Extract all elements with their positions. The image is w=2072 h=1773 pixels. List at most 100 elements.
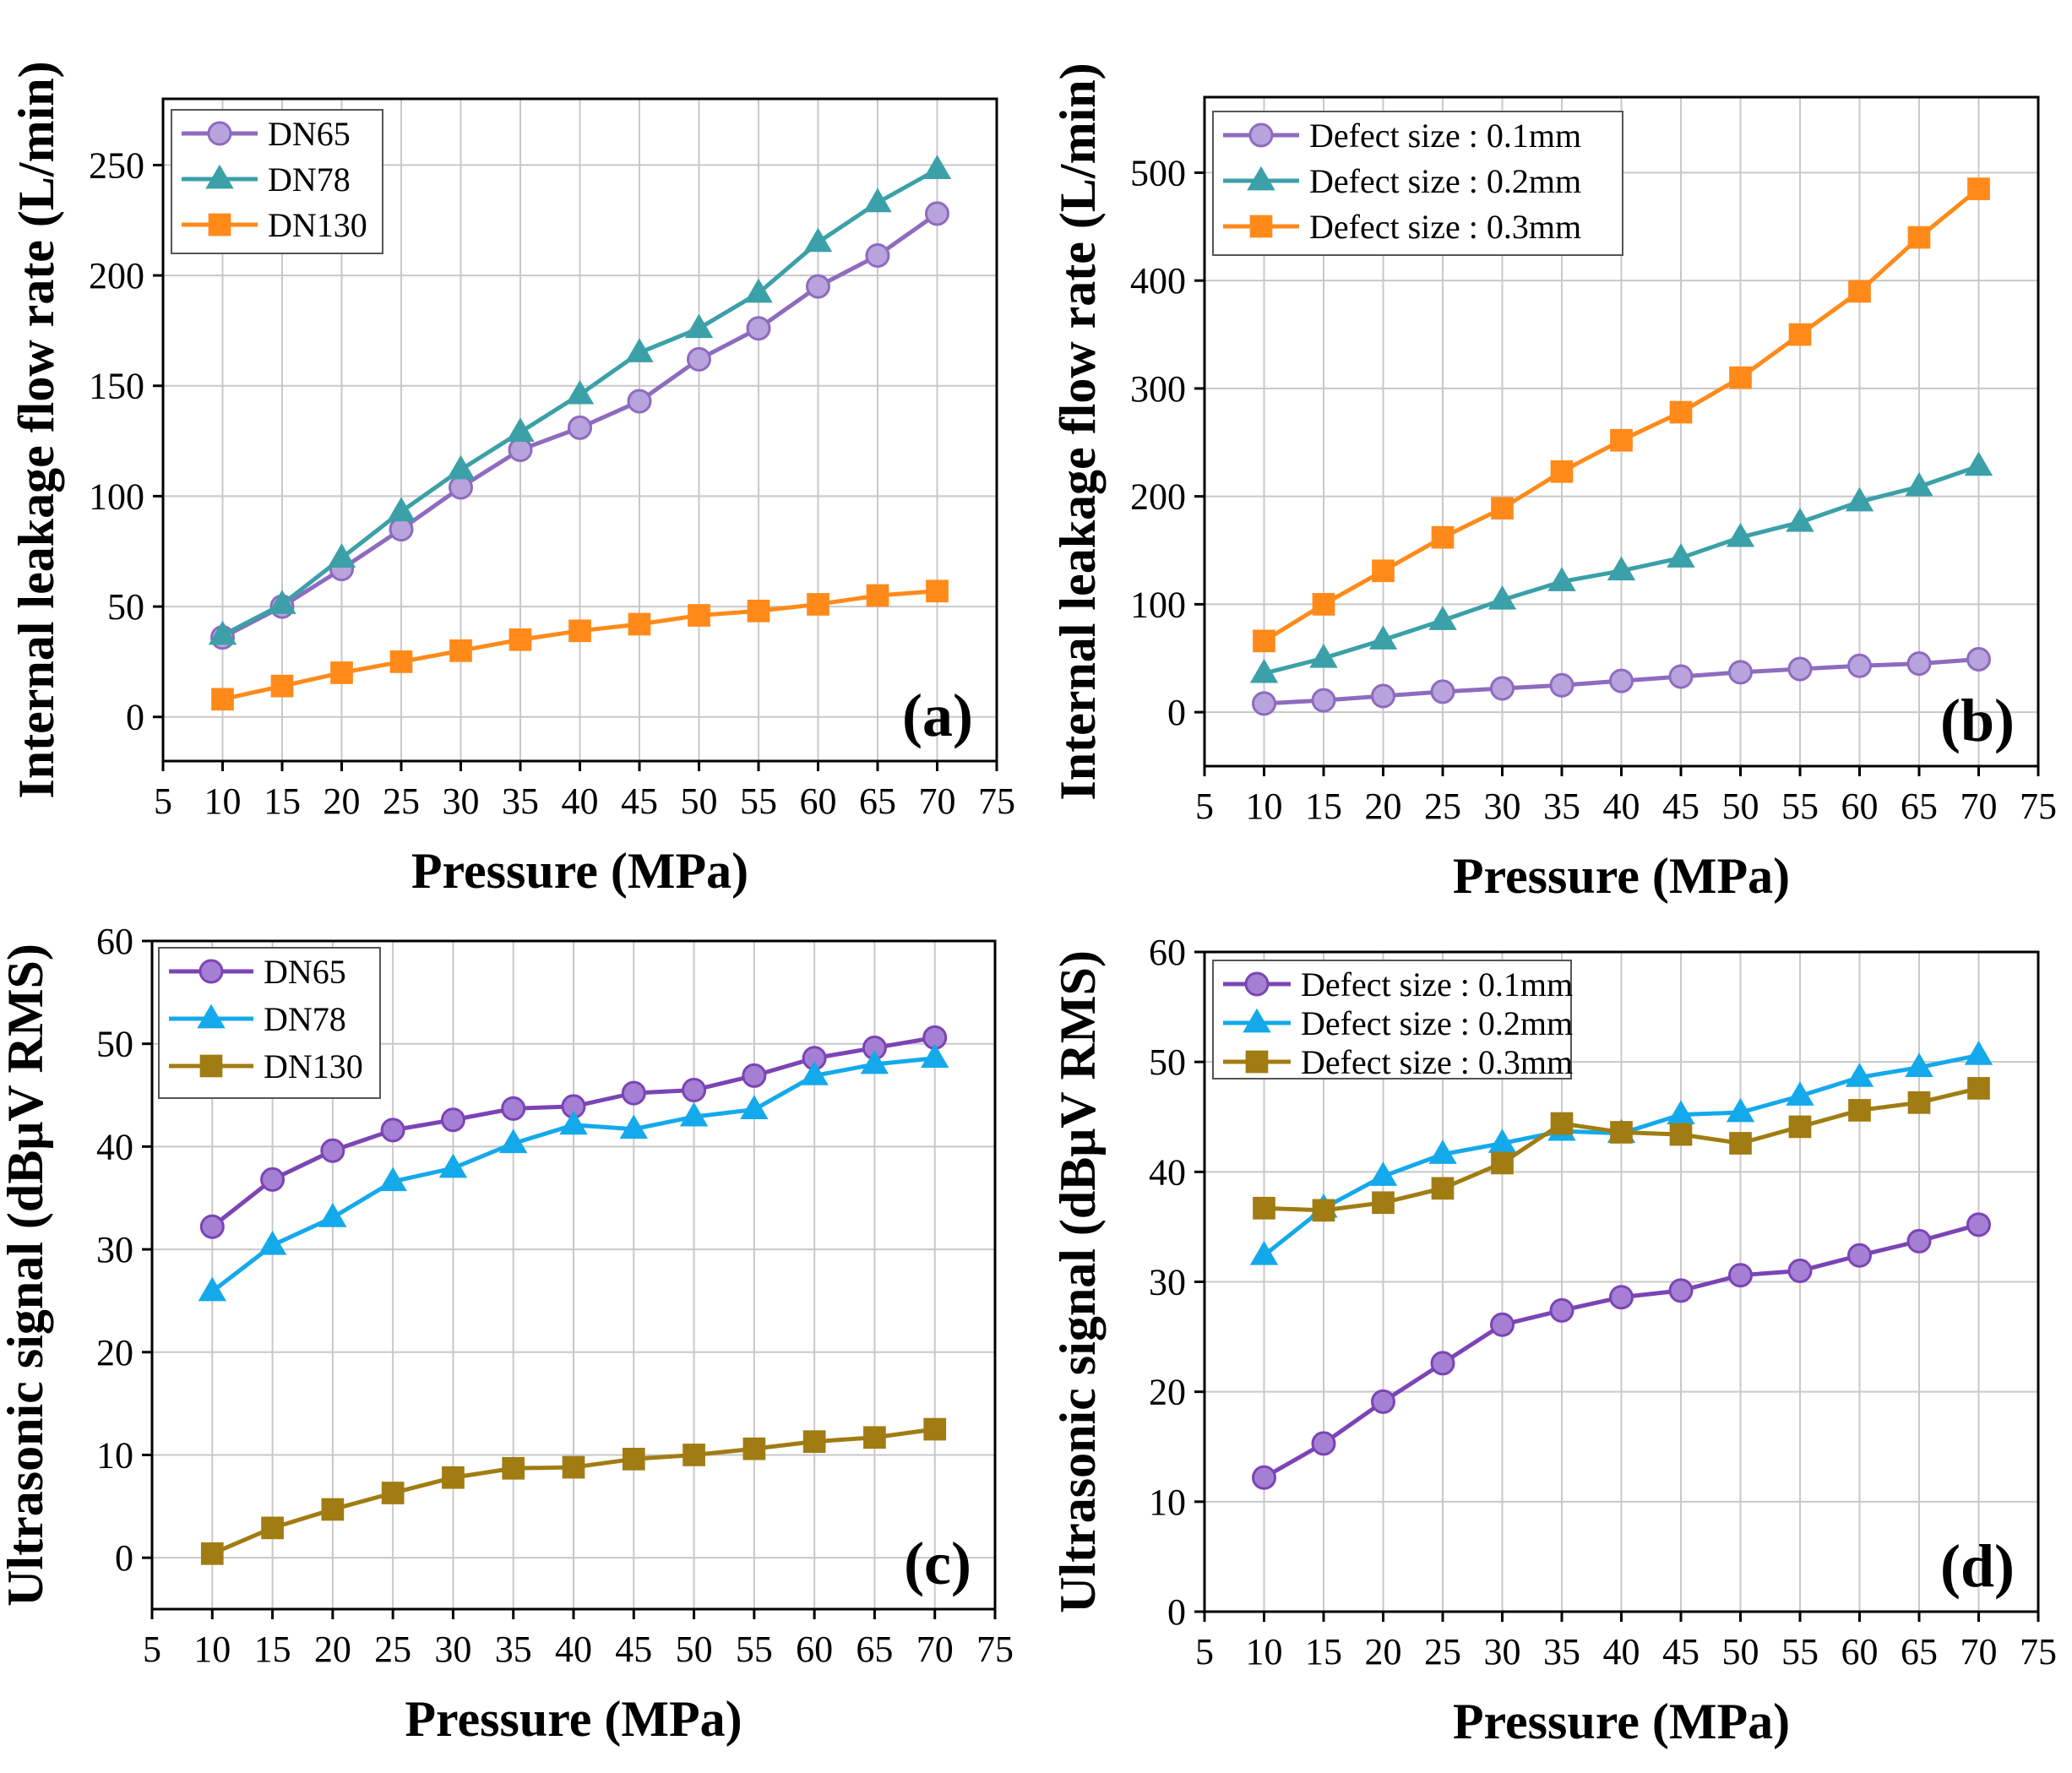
x-tick-label: 60: [1841, 1631, 1879, 1672]
x-tick-label: 25: [1424, 1631, 1461, 1672]
y-tick-label: 150: [89, 366, 144, 407]
data-point: [559, 1110, 588, 1135]
data-point: [389, 650, 413, 673]
panel-label: (b): [1940, 687, 2015, 754]
x-tick-label: 55: [1781, 1631, 1819, 1672]
x-tick-label: 30: [1484, 1631, 1521, 1672]
data-point: [1669, 1123, 1693, 1146]
y-axis-title: Ultrasonic signal (dBμV RMS): [1050, 950, 1106, 1613]
data-point: [260, 1167, 286, 1192]
data-point: [619, 1114, 648, 1139]
y-tick-label: 250: [89, 144, 144, 186]
data-point: [506, 417, 535, 442]
y-tick-label: 60: [1149, 932, 1186, 973]
data-point: [440, 1107, 465, 1133]
legend-entry: Defect size : 0.1mm: [1309, 117, 1581, 155]
chart-c: 5 10 15 20 25 30 35 40 45 50 55 60 65 70 75 0 10 20 30 40 50…: [0, 921, 1014, 1747]
legend-entry: DN78: [268, 160, 351, 199]
legend-entry: Defect size : 0.3mm: [1309, 208, 1581, 246]
data-point: [1431, 1177, 1455, 1200]
y-tick-label: 200: [1130, 476, 1186, 518]
x-tick-label: 10: [204, 780, 242, 822]
data-point: [1253, 629, 1275, 653]
x-tick-label: 10: [1246, 1631, 1283, 1672]
data-point: [1847, 1243, 1872, 1268]
data-point: [1312, 1199, 1335, 1222]
y-tick-label: 400: [1130, 260, 1186, 302]
x-tick-label: 5: [1195, 786, 1214, 827]
data-point: [1786, 508, 1814, 532]
data-point: [1311, 1431, 1336, 1456]
data-point: [449, 475, 473, 500]
data-point: [800, 1061, 829, 1085]
x-tick-label: 55: [740, 780, 777, 822]
data-point: [679, 1101, 709, 1127]
y-tick-label: 0: [115, 1537, 133, 1579]
data-point: [806, 274, 830, 299]
x-tick-label: 45: [615, 1629, 652, 1670]
data-point: [1490, 676, 1515, 701]
x-tick-label: 5: [143, 1629, 161, 1670]
data-point: [926, 579, 949, 603]
x-tick-label: 15: [254, 1629, 291, 1670]
data-point: [925, 201, 949, 226]
y-tick-label: 10: [96, 1434, 133, 1476]
data-point: [1964, 1041, 1993, 1065]
legend-entry: Defect size : 0.3mm: [1301, 1043, 1573, 1081]
x-tick-label: 50: [676, 1629, 713, 1670]
data-point: [1668, 1278, 1694, 1303]
data-point: [742, 1063, 767, 1088]
y-tick-label: 100: [1130, 584, 1186, 625]
data-point: [1964, 451, 1993, 476]
data-point: [327, 543, 356, 568]
data-point: [747, 599, 770, 623]
data-point: [1610, 428, 1633, 452]
y-tick-label: 50: [96, 1024, 133, 1065]
x-tick-label: 45: [1662, 1631, 1699, 1672]
data-point: [378, 1167, 407, 1192]
legend-marker: [207, 121, 232, 146]
data-point: [1549, 1297, 1574, 1323]
data-point: [200, 1542, 224, 1565]
x-tick-label: 30: [434, 1629, 471, 1670]
legend-entry: Defect size : 0.2mm: [1309, 162, 1581, 200]
series-2: [211, 579, 949, 711]
x-tick-label: 70: [916, 1629, 954, 1670]
data-point: [330, 661, 353, 684]
data-point: [208, 620, 237, 645]
data-point: [923, 1417, 947, 1441]
x-tick-label: 60: [800, 780, 837, 822]
data-point: [1252, 1465, 1276, 1490]
y-tick-label: 200: [89, 255, 144, 296]
data-point: [1905, 471, 1933, 497]
legend-marker: [197, 1003, 226, 1029]
y-tick-label: 100: [89, 476, 144, 517]
data-point: [1847, 653, 1872, 678]
x-tick-label: 75: [978, 780, 1015, 822]
x-tick-label: 35: [502, 780, 539, 822]
legend-entry: DN65: [268, 115, 351, 153]
data-point: [1906, 1228, 1932, 1254]
x-tick-label: 35: [495, 1629, 532, 1670]
data-point: [1787, 1258, 1813, 1283]
data-point: [1906, 651, 1932, 677]
data-point: [1371, 683, 1395, 709]
data-point: [1368, 625, 1398, 650]
y-tick-label: 500: [1130, 152, 1186, 193]
data-point: [1845, 487, 1874, 512]
data-point: [922, 155, 952, 180]
x-tick-label: 50: [1722, 1631, 1759, 1672]
x-tick-label: 40: [1603, 1631, 1640, 1672]
x-tick-label: 50: [1722, 786, 1759, 827]
data-point: [499, 1129, 528, 1154]
legend-marker: [205, 164, 234, 189]
x-tick-label: 15: [1305, 1631, 1342, 1672]
data-point: [1668, 664, 1694, 689]
data-point: [1967, 1077, 1990, 1100]
data-point: [1547, 567, 1576, 591]
data-point: [740, 1095, 769, 1119]
data-point: [621, 1080, 646, 1106]
data-point: [628, 612, 651, 636]
data-point: [1311, 688, 1336, 713]
data-point: [1430, 679, 1455, 704]
